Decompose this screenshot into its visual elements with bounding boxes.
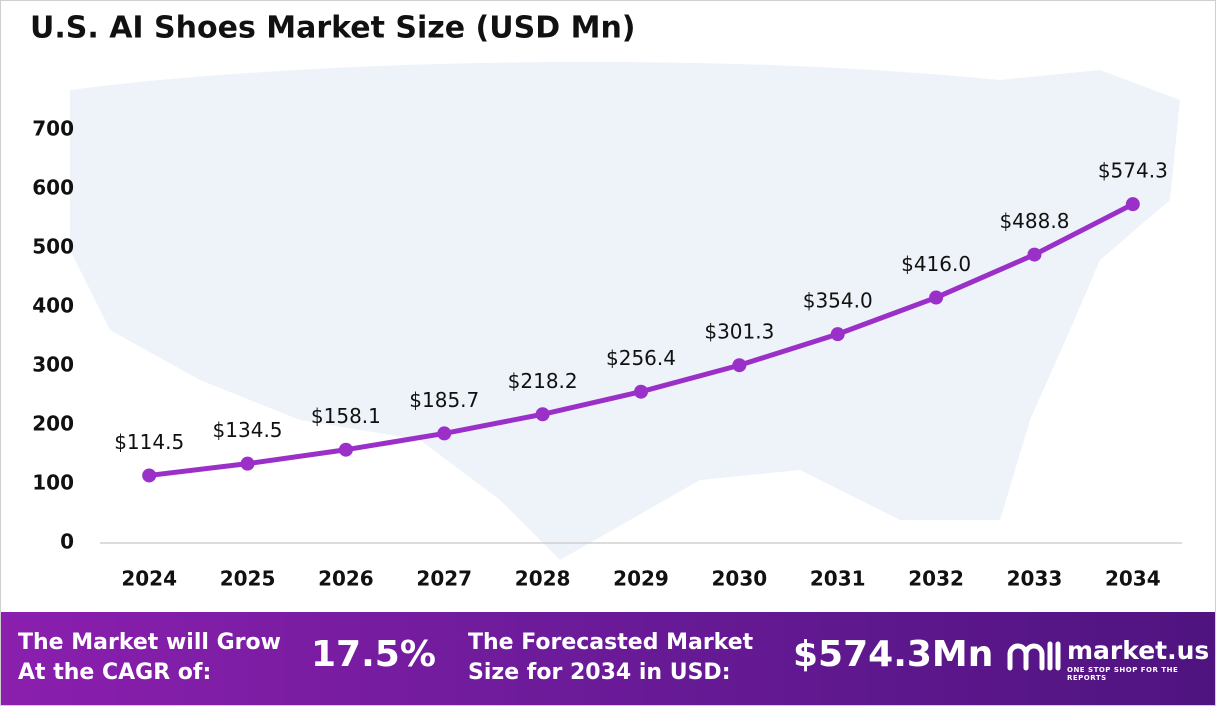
cagr-label-line: The Market will Grow xyxy=(18,630,281,655)
data-label: $301.3 xyxy=(704,320,774,344)
x-tick-label: 2024 xyxy=(121,567,177,591)
data-label: $158.1 xyxy=(311,404,381,428)
data-label: $134.5 xyxy=(213,418,283,442)
forecast-value: $574.3Mn xyxy=(793,634,994,675)
data-point xyxy=(634,384,648,399)
y-tick-label: 100 xyxy=(32,471,74,495)
brand-name: market.us xyxy=(1067,636,1210,665)
x-tick-label: 2034 xyxy=(1105,567,1161,591)
brand-logo xyxy=(1007,641,1061,671)
forecast-label-line: Size for 2034 in USD: xyxy=(468,660,731,685)
data-point xyxy=(437,426,452,441)
chart: U.S. AI Shoes Market Size (USD Mn) 0 100 2… xyxy=(30,11,1182,591)
map-background xyxy=(70,61,1180,561)
x-tick-label: 2025 xyxy=(220,567,276,591)
data-point xyxy=(240,456,255,471)
x-tick-label: 2028 xyxy=(515,567,571,591)
x-tick-label: 2032 xyxy=(908,567,964,591)
data-point xyxy=(1125,197,1140,212)
x-tick-label: 2030 xyxy=(712,567,768,591)
forecast-label: The Forecasted Market Size for 2034 in U… xyxy=(468,628,753,688)
cagr-label: The Market will Grow At the CAGR of: xyxy=(18,628,281,688)
footer: The Market will Grow At the CAGR of: 17.… xyxy=(1,612,1215,705)
data-label: $574.3 xyxy=(1098,159,1168,183)
data-label: $114.5 xyxy=(114,430,184,454)
data-point xyxy=(929,290,944,305)
data-point xyxy=(338,442,353,457)
data-label: $416.0 xyxy=(901,252,971,276)
data-point xyxy=(830,327,845,342)
cagr-value: 17.5% xyxy=(311,634,436,675)
data-point xyxy=(142,468,157,483)
x-tick-label: 2031 xyxy=(810,567,866,591)
x-tick-label: 2027 xyxy=(416,567,472,591)
chart-title: U.S. AI Shoes Market Size (USD Mn) xyxy=(30,11,636,46)
data-label: $354.0 xyxy=(803,289,873,313)
y-tick-label: 0 xyxy=(60,530,74,554)
y-tick-label: 700 xyxy=(32,117,74,141)
data-label: $185.7 xyxy=(409,388,479,412)
y-tick-label: 300 xyxy=(32,353,74,377)
x-tick-label: 2029 xyxy=(613,567,669,591)
data-label: $488.8 xyxy=(999,209,1069,233)
data-point xyxy=(1027,247,1042,262)
data-label: $218.2 xyxy=(508,369,578,393)
x-tick-label: 2033 xyxy=(1007,567,1063,591)
data-label: $256.4 xyxy=(606,346,676,370)
cagr-label-line: At the CAGR of: xyxy=(18,660,212,685)
y-tick-label: 600 xyxy=(32,176,74,200)
data-point xyxy=(732,358,747,373)
x-tick-label: 2026 xyxy=(318,567,374,591)
y-tick-label: 500 xyxy=(32,235,74,259)
brand-tagline: ONE STOP SHOP FOR THE REPORTS xyxy=(1067,666,1179,682)
forecast-label-line: The Forecasted Market xyxy=(468,630,754,655)
y-tick-label: 200 xyxy=(32,412,74,436)
data-point xyxy=(535,407,550,422)
y-tick-label: 400 xyxy=(32,294,74,318)
